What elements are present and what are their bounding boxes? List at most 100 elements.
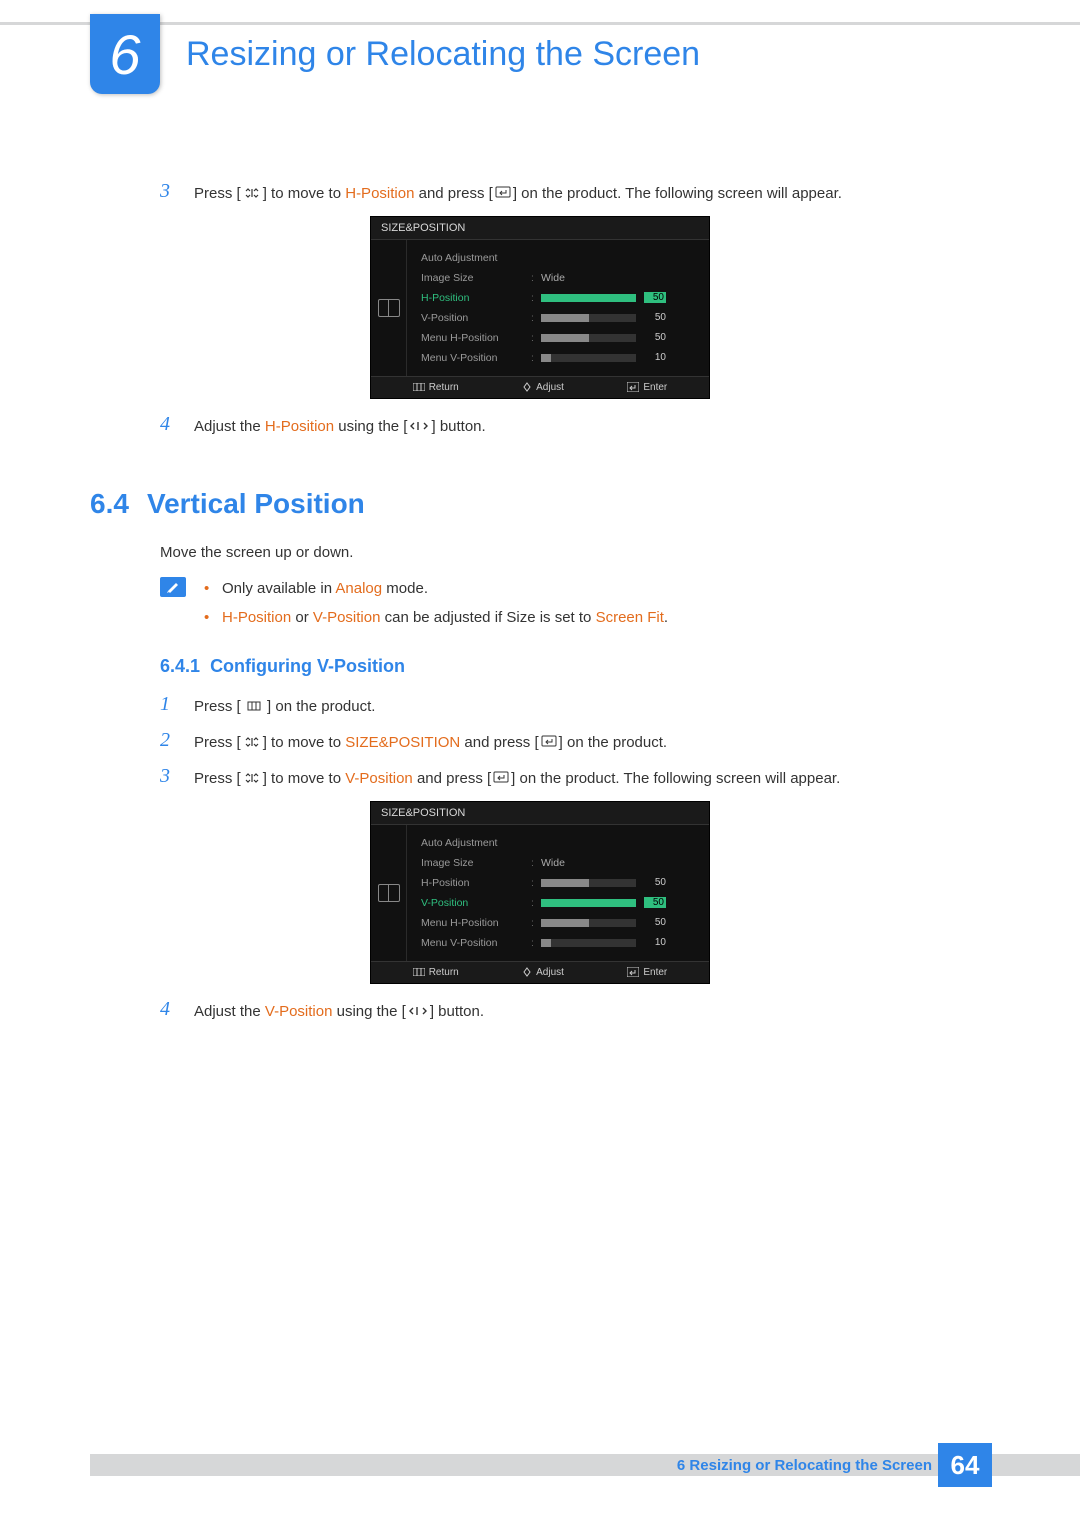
text: Adjust the <box>194 1003 265 1020</box>
osd-menu-row: V-Position:50 <box>421 893 699 913</box>
osd-row-label: V-Position <box>421 312 531 324</box>
osd-adjust-hint: Adjust <box>522 382 564 393</box>
text: ] to move to <box>263 734 346 751</box>
highlight: V-Position <box>265 1003 333 1020</box>
step-number: 2 <box>160 729 176 752</box>
text: ] on the product. The following screen w… <box>513 185 842 202</box>
osd-row-label: Image Size <box>421 857 531 869</box>
osd-row-label: H-Position <box>421 877 531 889</box>
highlight: Screen Fit <box>596 609 664 626</box>
osd-menu-row: V-Position:50 <box>421 308 699 328</box>
step-row: 4 Adjust the V-Position using the [ ] but… <box>160 998 990 1024</box>
text: Only available in <box>222 580 335 597</box>
highlight: H-Position <box>345 185 414 202</box>
osd-category-icon <box>371 240 407 376</box>
step-text: Press [ ] to move to V-Position and press… <box>194 765 990 791</box>
osd-row-label: H-Position <box>421 292 531 304</box>
text: using the [ <box>332 1003 405 1020</box>
osd-menu-row: Menu V-Position:10 <box>421 348 699 368</box>
osd-menu-row: Menu V-Position:10 <box>421 933 699 953</box>
osd-row-label: Menu H-Position <box>421 917 531 929</box>
step-number: 3 <box>160 180 176 203</box>
osd-menu-row: H-Position:50 <box>421 288 699 308</box>
step-number: 4 <box>160 413 176 436</box>
step-row: 4 Adjust the H-Position using the [ ] but… <box>160 413 990 439</box>
chapter-number-badge: 6 <box>90 14 160 94</box>
note-list: Only available in Analog mode. H-Positio… <box>204 575 668 632</box>
text: Press [ <box>194 770 241 787</box>
osd-row-label: V-Position <box>421 897 531 909</box>
leftright-icon <box>408 1001 428 1024</box>
chapter-title: Resizing or Relocating the Screen <box>186 35 700 74</box>
subsection-title: Configuring V-Position <box>210 656 405 676</box>
text: or <box>291 609 313 626</box>
osd-title: SIZE&POSITION <box>371 802 709 825</box>
osd-adjust-hint: Adjust <box>522 967 564 978</box>
step-text: Press [] to move to H-Position and press… <box>194 180 990 206</box>
step-row: 3 Press [] to move to V-Position and pre… <box>160 765 990 791</box>
enter-icon <box>541 732 557 755</box>
note-item: H-Position or V-Position can be adjusted… <box>204 604 668 633</box>
text: ] to move to <box>263 185 346 202</box>
enter-icon <box>493 768 509 791</box>
osd-menu-row: Auto Adjustment <box>421 833 699 853</box>
osd-screenshot-hposition: SIZE&POSITION Auto AdjustmentImage Size:… <box>370 216 710 399</box>
highlight: V-Position <box>345 770 413 787</box>
highlight: V-Position <box>313 609 381 626</box>
osd-row-label: Auto Adjustment <box>421 837 531 849</box>
updown-icon <box>243 768 261 791</box>
osd-menu-row: H-Position:50 <box>421 873 699 893</box>
section-body: Move the screen up or down. <box>160 544 990 561</box>
enter-icon <box>495 183 511 206</box>
step-row: 3 Press [] to move to H-Position and pre… <box>160 180 990 206</box>
step-text: Adjust the V-Position using the [ ] butto… <box>194 998 990 1024</box>
text: ] button. <box>431 418 485 435</box>
osd-menu-row: Auto Adjustment <box>421 248 699 268</box>
menu-icon <box>247 696 261 719</box>
osd-return-hint: Return <box>413 382 459 393</box>
section-title: Vertical Position <box>147 488 365 519</box>
step-row: 1 Press [ ] on the product. <box>160 693 990 719</box>
step-row: 2 Press [] to move to SIZE&POSITION and … <box>160 729 990 755</box>
osd-category-icon <box>371 825 407 961</box>
osd-menu-row: Menu H-Position:50 <box>421 913 699 933</box>
osd-menu-row: Menu H-Position:50 <box>421 328 699 348</box>
osd-title: SIZE&POSITION <box>371 217 709 240</box>
osd-menu-row: Image Size:Wide <box>421 853 699 873</box>
osd-row-label: Image Size <box>421 272 531 284</box>
osd-row-label: Menu V-Position <box>421 937 531 949</box>
text: ] to move to <box>263 770 346 787</box>
text: Press [ <box>194 734 241 751</box>
note-icon <box>160 577 186 597</box>
text: and press [ <box>413 770 491 787</box>
step-text: Adjust the H-Position using the [ ] butto… <box>194 413 990 439</box>
text: can be adjusted if Size is set to <box>380 609 595 626</box>
note-item: Only available in Analog mode. <box>204 575 668 604</box>
highlight: SIZE&POSITION <box>345 734 460 751</box>
osd-footer: Return Adjust Enter <box>371 376 709 398</box>
text: ] on the product. <box>559 734 667 751</box>
step-text: Press [ ] on the product. <box>194 693 990 719</box>
step-text: Press [] to move to SIZE&POSITION and pr… <box>194 729 990 755</box>
text: using the [ <box>334 418 407 435</box>
highlight: Analog <box>335 580 382 597</box>
note-block: Only available in Analog mode. H-Positio… <box>160 575 990 632</box>
text: Adjust the <box>194 418 265 435</box>
osd-screenshot-vposition: SIZE&POSITION Auto Adjustment Image Size:… <box>370 801 710 984</box>
osd-enter-hint: Enter <box>627 382 667 393</box>
page-number-badge: 64 <box>938 1443 992 1487</box>
step-number: 4 <box>160 998 176 1021</box>
text: Press [ <box>194 699 245 716</box>
page-footer: 6 Resizing or Relocating the Screen 64 <box>0 1443 1080 1487</box>
text: ] on the product. <box>263 699 376 716</box>
section-heading: 6.4Vertical Position <box>90 488 990 520</box>
highlight: H-Position <box>265 418 334 435</box>
osd-row-label: Menu H-Position <box>421 332 531 344</box>
updown-icon <box>243 732 261 755</box>
leftright-icon <box>409 416 429 439</box>
text: ] on the product. The following screen w… <box>511 770 840 787</box>
osd-menu-row: Image Size:Wide <box>421 268 699 288</box>
osd-enter-hint: Enter <box>627 967 667 978</box>
subsection-heading: 6.4.1 Configuring V-Position <box>160 656 990 677</box>
text: ] button. <box>430 1003 484 1020</box>
